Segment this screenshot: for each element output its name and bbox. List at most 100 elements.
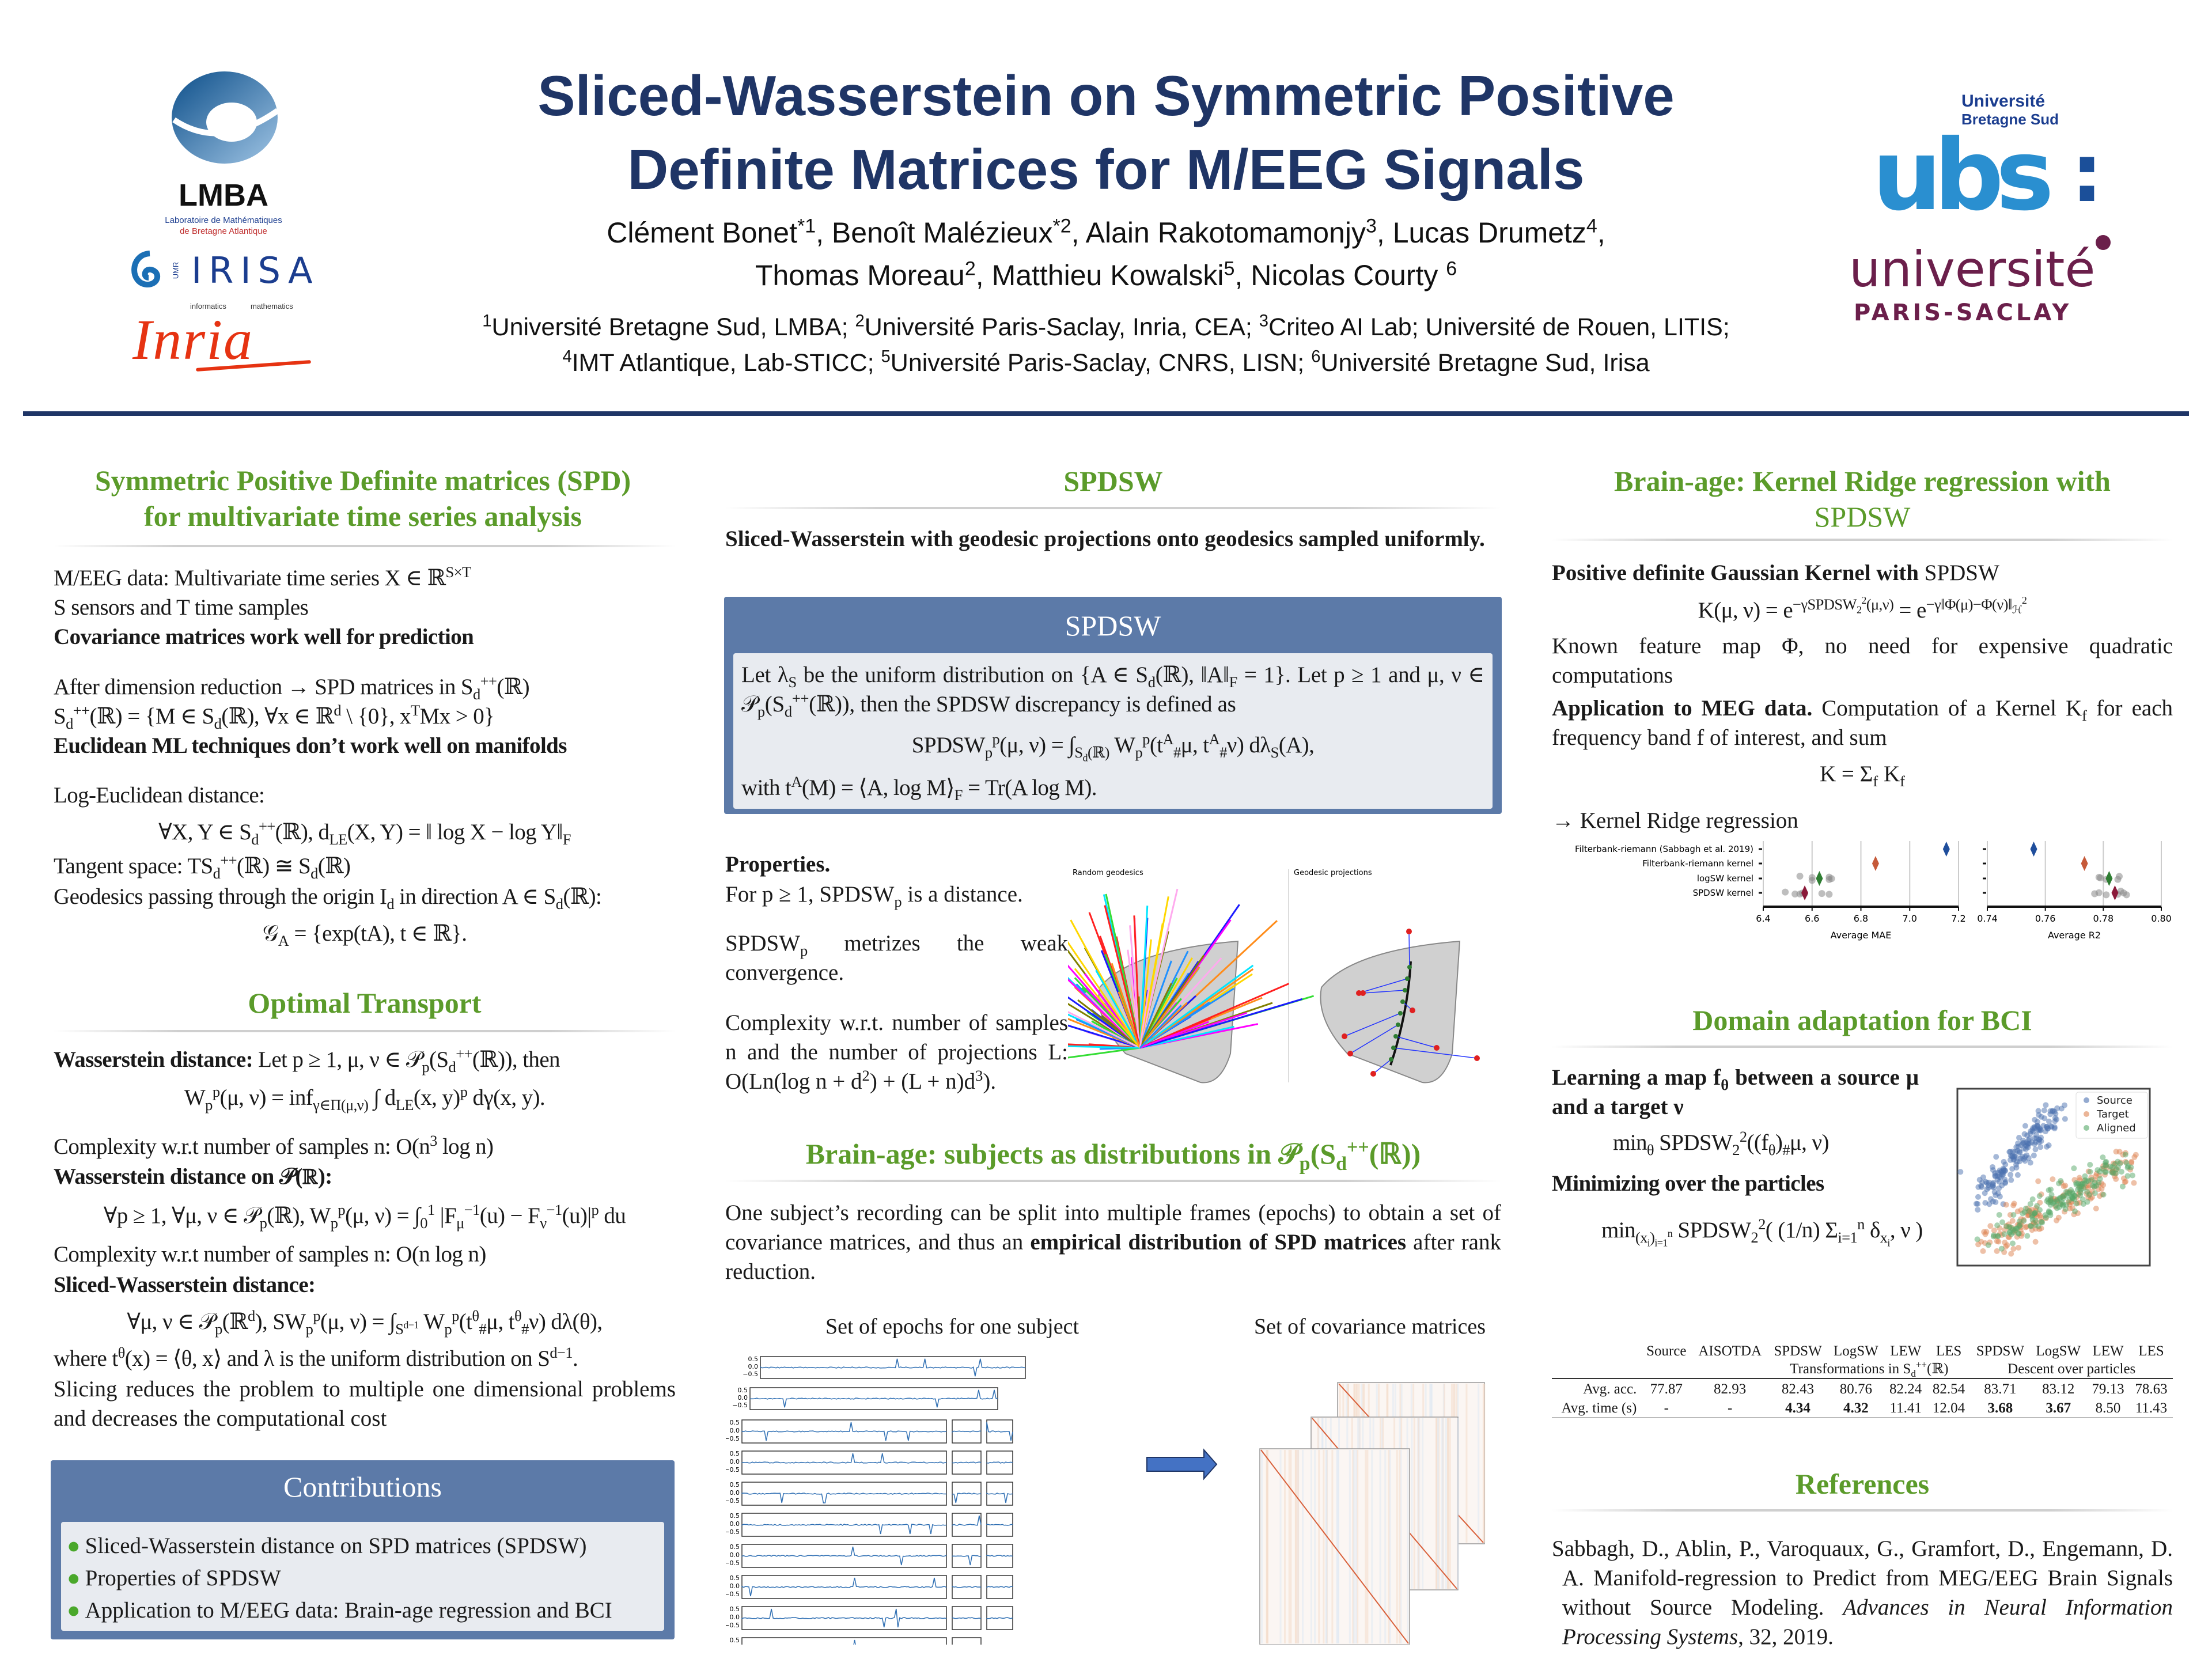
matrix-texture (1384, 1450, 1387, 1643)
heading-underline (1552, 539, 2173, 541)
aligned-point (2024, 1233, 2031, 1239)
wasserstein-1d-formula: ∀p ≥ 1, ∀μ, ν ∈ 𝒫p(ℝ), Wpp(μ, ν) = ∫01 |… (103, 1201, 626, 1232)
sample-point (1370, 1071, 1376, 1077)
matrix-texture (1355, 1450, 1357, 1643)
source-point (2027, 1160, 2033, 1166)
y-tick-label: −0.5 (726, 1497, 740, 1505)
y-tick-label: 0.5 (738, 1387, 748, 1394)
column-header: LES (1936, 1343, 1962, 1359)
mean-marker (1942, 842, 1950, 857)
target-point (2002, 1239, 2008, 1245)
aligned-point (2129, 1172, 2135, 1179)
spdsw-definition-box: SPDSW Let λS be the uniform distribution… (724, 597, 1502, 814)
source-point (1999, 1172, 2005, 1178)
affiliation: 5Université Paris-Saclay, CNRS, LISN; (881, 347, 1312, 377)
y-tick-label: 0.0 (730, 1582, 740, 1590)
target-point (2016, 1245, 2022, 1251)
matrix-texture (1422, 1418, 1424, 1589)
data-point (2097, 874, 2104, 881)
source-point (2013, 1164, 2020, 1171)
geodesic-line (1077, 999, 1141, 1049)
signal-trace (741, 1608, 947, 1628)
geodesic-line (1139, 906, 1149, 1048)
krr-heading: Brain-age: Kernel Ridge regression with … (1552, 463, 2173, 535)
spd-heading-line-1: Symmetric Positive Definite matrices (SP… (94, 464, 631, 497)
source-point (2016, 1135, 2022, 1141)
poster-title-line-2: Definite Matrices for M/EEG Signals (627, 138, 1585, 201)
arrow-icon (1146, 1448, 1218, 1480)
aligned-point (2027, 1223, 2033, 1229)
matrix-texture (1449, 1418, 1451, 1589)
row-label: Avg. acc. (1583, 1381, 1637, 1397)
matrix-texture (1331, 1450, 1334, 1643)
aligned-point (2056, 1180, 2062, 1187)
aligned-point (2029, 1217, 2036, 1223)
matrix-texture (1337, 1450, 1339, 1643)
irisa-swirl-icon (131, 251, 160, 287)
irisa-name: IRISA (191, 249, 320, 291)
affiliations-line-2: 4IMT Atlantique, Lab-STICC; 5Université … (0, 345, 2212, 381)
aligned-point (2026, 1208, 2032, 1214)
epoch-panel (952, 1637, 982, 1645)
wasserstein-formula: Wpp(μ, ν) = infγ∈Π(μ,ν) ∫ dLE(x, y)p dγ(… (184, 1083, 546, 1113)
aligned-point (1974, 1236, 1980, 1243)
bullet-icon: ● (67, 1566, 81, 1590)
sample-point (1410, 1007, 1415, 1013)
column-header: LEW (1890, 1343, 1922, 1359)
signal-trace (741, 1524, 947, 1535)
inria-name: Inria (132, 308, 253, 372)
source-point (2052, 1115, 2058, 1121)
source-point (1973, 1200, 1979, 1207)
projection-line (1350, 1024, 1399, 1054)
matrix-texture (1396, 1450, 1398, 1643)
aligned-point (2037, 1207, 2043, 1213)
matrix-texture (1371, 1450, 1373, 1643)
projection-line (1358, 978, 1408, 994)
signal-trace (986, 1555, 1013, 1557)
target-point (2093, 1206, 2099, 1212)
bullet-icon: ● (67, 1598, 81, 1623)
geodesic-line (1127, 949, 1141, 1048)
tick-label: 6.4 (1756, 913, 1770, 924)
matrix-texture (1357, 1450, 1359, 1643)
y-tick-label: 0.5 (730, 1605, 740, 1613)
matrix-texture (1483, 1384, 1486, 1543)
x-axis-title: Average R2 (2048, 930, 2101, 941)
column-header: SPDSW (1774, 1343, 1822, 1359)
bullet-icon: ● (67, 1533, 81, 1558)
ubs-mark: ubs (1872, 119, 2054, 233)
matrix-texture (1323, 1450, 1325, 1643)
kernel-title: Positive definite Gaussian Kernel with S… (1552, 560, 1999, 585)
target-point (1987, 1223, 1994, 1229)
aligned-point (2010, 1211, 2017, 1218)
ot-text: Slicing reduces the problem to multiple … (54, 1377, 676, 1431)
brain-age-text: One subject’s recording can be split int… (725, 1200, 1501, 1284)
column-header: LES (2138, 1343, 2164, 1359)
spd-text: Sd++(ℝ) = {M ∈ Sd(ℝ), ∀x ∈ ℝd \ {0}, xTM… (54, 702, 495, 732)
authors-line-2: Thomas Moreau2, Matthieu Kowalski5, Nico… (0, 254, 2212, 297)
matrix-texture (1365, 1450, 1367, 1643)
projected-point (1393, 1034, 1398, 1039)
column-header: SPDSW (1976, 1343, 2025, 1359)
signal-trace (952, 1617, 982, 1619)
signal-trace (986, 1524, 1013, 1526)
geodesic-line (1118, 991, 1141, 1048)
signal-trace (749, 1389, 998, 1408)
source-point (2008, 1177, 2014, 1183)
aligned-point (1995, 1233, 2001, 1239)
aligned-point (2123, 1160, 2130, 1166)
lmba-name: LMBA (179, 178, 268, 213)
spd-heading-line-2: for multivariate time series analysis (143, 500, 582, 532)
matrix-texture (1336, 1450, 1338, 1643)
matrix-texture (1441, 1418, 1443, 1589)
aligned-point (2048, 1199, 2054, 1206)
affiliation: 3Criteo AI Lab; Université de Rouen, LIT… (1259, 312, 1730, 341)
aligned-point (2008, 1225, 2014, 1231)
geodesic-line (1139, 998, 1303, 1049)
y-tick-label: 0.0 (730, 1613, 740, 1621)
aligned-point (2110, 1170, 2116, 1176)
target-point (2062, 1183, 2069, 1189)
source-point (2062, 1102, 2068, 1108)
da-text: Minimizing over the particles (1552, 1171, 1824, 1196)
mean-marker (1801, 885, 1809, 900)
